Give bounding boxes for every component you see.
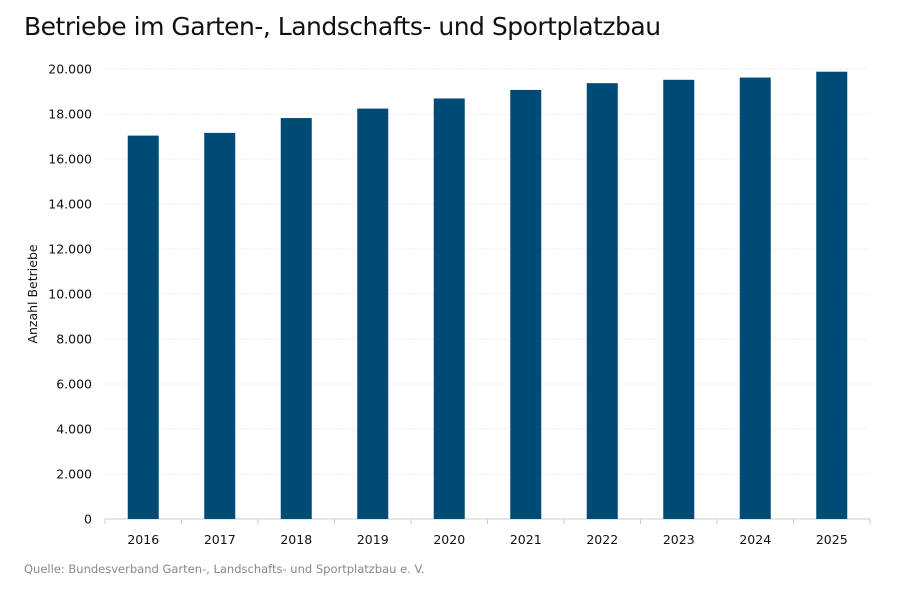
y-tick-label: 2.000 [56, 467, 92, 482]
bar-2021 [510, 89, 542, 520]
source-note: Quelle: Bundesverband Garten-, Landschaf… [24, 562, 425, 576]
x-tick-label: 2016 [127, 532, 159, 547]
x-tick-label: 2020 [433, 532, 465, 547]
x-tick-label: 2025 [816, 532, 848, 547]
bar-2017 [204, 132, 236, 519]
x-tick-label: 2022 [586, 532, 618, 547]
y-tick-label: 0 [84, 512, 92, 527]
y-tick-label: 20.000 [48, 62, 92, 77]
y-axis-label: Anzahl Betriebe [25, 244, 40, 343]
y-tick-label: 12.000 [48, 242, 92, 257]
bar-2025 [816, 71, 848, 519]
bar-2019 [357, 108, 389, 519]
x-tick-label: 2019 [357, 532, 389, 547]
bar-2022 [586, 83, 618, 520]
x-tick-label: 2017 [204, 532, 236, 547]
y-tick-label: 16.000 [48, 152, 92, 167]
bar-2023 [663, 79, 695, 520]
x-tick-label: 2021 [510, 532, 542, 547]
x-tick-label: 2023 [663, 532, 695, 547]
x-tick-label: 2024 [739, 532, 771, 547]
y-tick-label: 10.000 [48, 287, 92, 302]
x-tick-label: 2018 [280, 532, 312, 547]
y-tick-label: 8.000 [56, 332, 92, 347]
y-tick-label: 4.000 [56, 422, 92, 437]
y-tick-label: 14.000 [48, 197, 92, 212]
bar-2024 [739, 77, 771, 520]
y-tick-label: 6.000 [56, 377, 92, 392]
bar-2018 [280, 118, 312, 520]
y-tick-label: 18.000 [48, 107, 92, 122]
chart-title: Betriebe im Garten-, Landschafts- und Sp… [24, 12, 661, 41]
bar-2016 [127, 135, 159, 519]
bar-2020 [433, 98, 465, 519]
